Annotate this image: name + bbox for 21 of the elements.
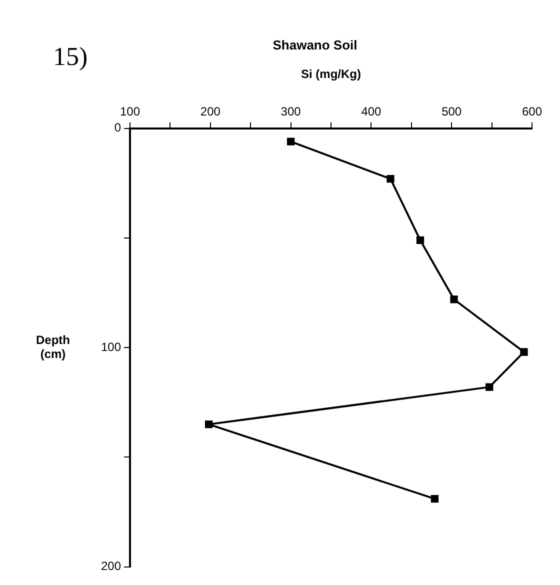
text: 15) xyxy=(53,42,88,71)
point xyxy=(450,296,458,304)
x-axis-title: Si (mg/Kg) xyxy=(301,67,362,82)
point xyxy=(204,420,213,428)
point xyxy=(386,174,394,183)
x-tick-label: 200 xyxy=(200,104,221,119)
y-tick-label: 100 xyxy=(100,340,122,354)
y-tick-label: 0 xyxy=(114,120,122,135)
point xyxy=(416,236,424,244)
y-tick-label: 200 xyxy=(100,559,122,574)
point xyxy=(520,348,528,356)
x-tick-label: 500 xyxy=(442,104,462,119)
point xyxy=(286,138,295,146)
x-tick-label: 400 xyxy=(361,104,382,119)
x-tick-label: 600 xyxy=(522,104,542,119)
y-axis-title: Depth (cm) xyxy=(36,332,70,361)
x-tick-label: 100 xyxy=(120,104,140,119)
point xyxy=(486,383,494,391)
chart-title: Shawano Soil xyxy=(272,37,358,52)
point xyxy=(430,495,439,503)
x-tick-label: 300 xyxy=(280,104,302,119)
